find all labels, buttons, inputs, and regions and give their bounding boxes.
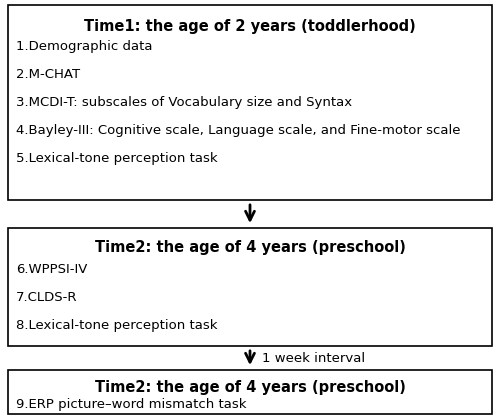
Text: 1.Demographic data: 1.Demographic data xyxy=(16,40,152,53)
Text: 1 week interval: 1 week interval xyxy=(262,352,365,364)
Text: 9.ERP picture–word mismatch task: 9.ERP picture–word mismatch task xyxy=(16,398,246,411)
Bar xyxy=(8,228,492,346)
Text: 2.M-CHAT: 2.M-CHAT xyxy=(16,68,80,81)
Text: 5.Lexical-tone perception task: 5.Lexical-tone perception task xyxy=(16,152,218,165)
Bar xyxy=(8,5,492,200)
Text: Time1: the age of 2 years (toddlerhood): Time1: the age of 2 years (toddlerhood) xyxy=(84,19,416,34)
Text: 6.WPPSI-IV: 6.WPPSI-IV xyxy=(16,263,88,276)
Text: 8.Lexical-tone perception task: 8.Lexical-tone perception task xyxy=(16,319,218,332)
Bar xyxy=(8,370,492,414)
Text: Time2: the age of 4 years (preschool): Time2: the age of 4 years (preschool) xyxy=(94,380,406,395)
Text: Time2: the age of 4 years (preschool): Time2: the age of 4 years (preschool) xyxy=(94,240,406,255)
Text: 3.MCDI-T: subscales of Vocabulary size and Syntax: 3.MCDI-T: subscales of Vocabulary size a… xyxy=(16,96,352,109)
Text: 7.CLDS-R: 7.CLDS-R xyxy=(16,291,78,304)
Text: 4.Bayley-III: Cognitive scale, Language scale, and Fine-motor scale: 4.Bayley-III: Cognitive scale, Language … xyxy=(16,124,460,137)
